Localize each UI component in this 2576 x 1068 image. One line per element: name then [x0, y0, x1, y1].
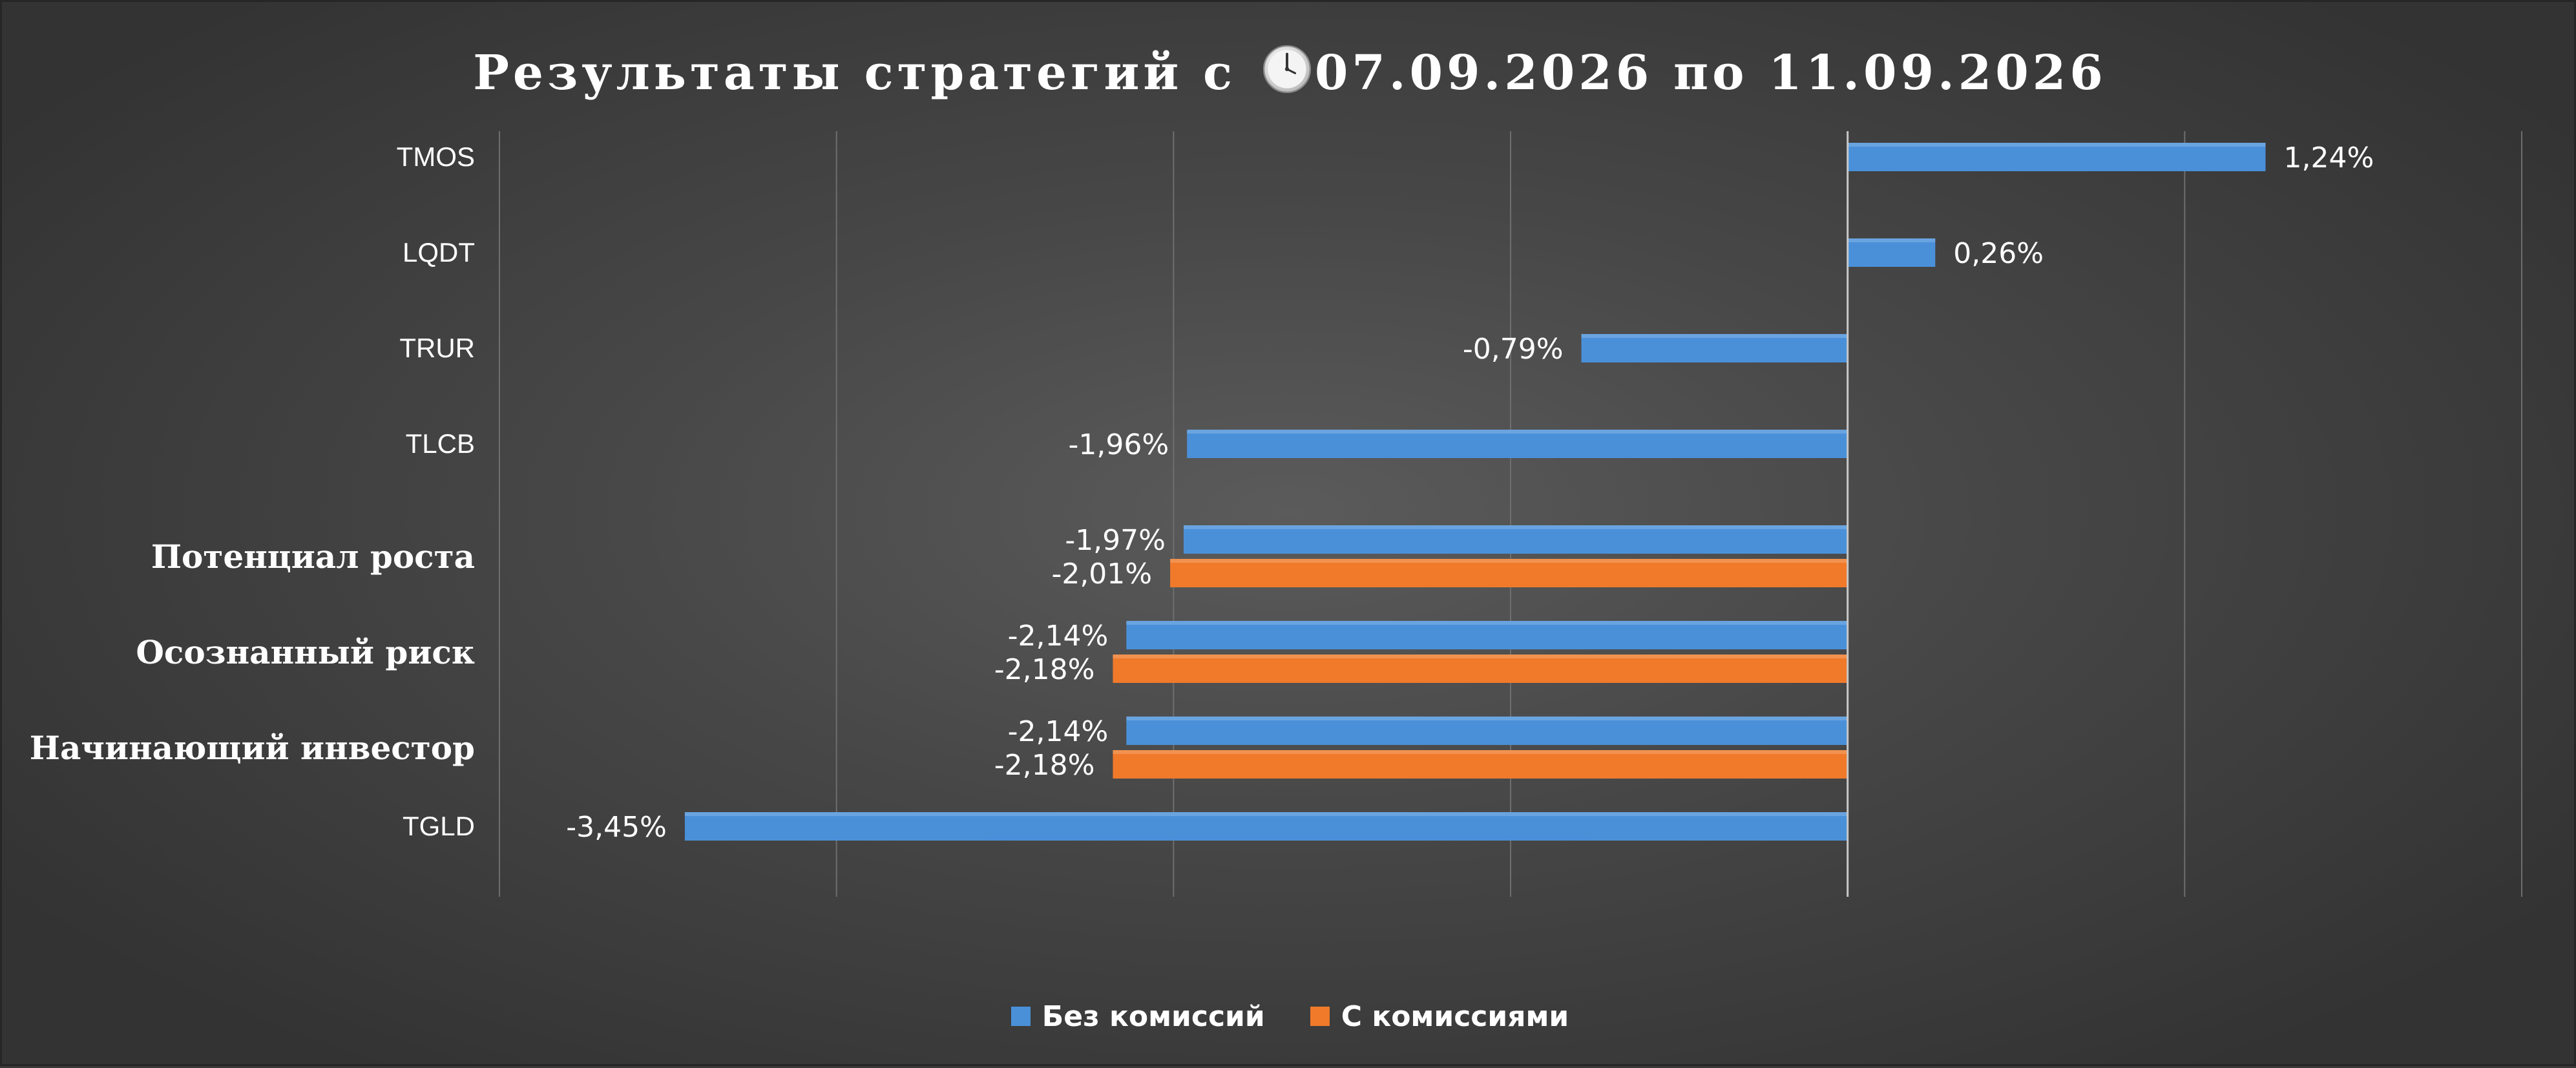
legend-label-no-fees: Без комиссий — [1042, 1000, 1265, 1033]
data-label: -2,14% — [1008, 715, 1109, 748]
legend: Без комиссий С комиссиями — [2, 987, 2576, 1045]
bar-no-fees — [1581, 334, 1848, 362]
bar-highlight — [1170, 559, 1848, 563]
bar-highlight — [1187, 430, 1848, 434]
legend-item-with-fees: С комиссиями — [1310, 1000, 1569, 1033]
title-suffix: 07.09.2026 по 11.09.2026 — [1314, 45, 2107, 101]
clock-icon — [1262, 45, 1311, 94]
bar-highlight — [1113, 750, 1848, 754]
bar-no-fees — [1126, 621, 1848, 649]
bar-no-fees — [1126, 717, 1848, 745]
data-label: -2,01% — [1051, 558, 1152, 591]
data-label: -2,18% — [994, 749, 1095, 782]
bars — [684, 143, 2266, 841]
legend-swatch-no-fees — [1011, 1007, 1031, 1026]
bar-highlight — [1183, 525, 1848, 529]
data-label: -1,97% — [1065, 524, 1166, 557]
data-label: -1,96% — [1069, 428, 1169, 461]
bar-highlight — [1847, 143, 2266, 147]
category-label: Осознанный риск — [136, 633, 475, 671]
category-label: TRUR — [399, 333, 475, 363]
data-label: -0,79% — [1463, 333, 1564, 366]
bar-highlight — [1847, 238, 1936, 242]
data-label: -3,45% — [566, 811, 667, 844]
category-label: LQDT — [403, 237, 475, 267]
title-prefix: Результаты стратегий с — [473, 45, 1257, 101]
category-label: TGLD — [403, 811, 475, 841]
legend-swatch-with-fees — [1310, 1007, 1330, 1026]
bar-with-fees — [1113, 750, 1848, 779]
bar-with-fees — [1113, 654, 1848, 683]
bar-with-fees — [1170, 559, 1848, 587]
bar-highlight — [1126, 621, 1848, 625]
chart-title: Результаты стратегий с 07.09.2026 по 11.… — [2, 34, 2576, 112]
category-label: TLCB — [406, 428, 475, 459]
bar-highlight — [1113, 654, 1848, 658]
category-label: TMOS — [397, 141, 475, 172]
data-label: 1,24% — [2284, 141, 2374, 174]
category-label: Потенциал роста — [151, 538, 475, 576]
data-label: -2,14% — [1008, 620, 1109, 653]
gridlines — [499, 131, 2522, 897]
category-labels: TMOS LQDT TRUR TLCB Потенциал роста Осознанны… — [30, 141, 475, 841]
bar-no-fees — [1183, 525, 1848, 554]
value-labels: 1,24% 0,26% -0,79% -1,96% -1,97%-2,01% -2,14%… — [566, 141, 2374, 844]
legend-label-with-fees: С комиссиями — [1341, 1000, 1569, 1033]
data-label: 0,26% — [1953, 237, 2044, 270]
bar-highlight — [1126, 717, 1848, 720]
legend-item-no-fees: Без комиссий — [1011, 1000, 1265, 1033]
category-label: Начинающий инвестор — [30, 729, 475, 767]
bar-no-fees — [1847, 238, 1936, 267]
bar-no-fees — [1187, 430, 1848, 458]
bar-highlight — [684, 812, 1848, 816]
data-label: -2,18% — [994, 653, 1095, 686]
bar-no-fees — [684, 812, 1848, 841]
bar-no-fees — [1847, 143, 2266, 171]
bar-highlight — [1581, 334, 1848, 338]
